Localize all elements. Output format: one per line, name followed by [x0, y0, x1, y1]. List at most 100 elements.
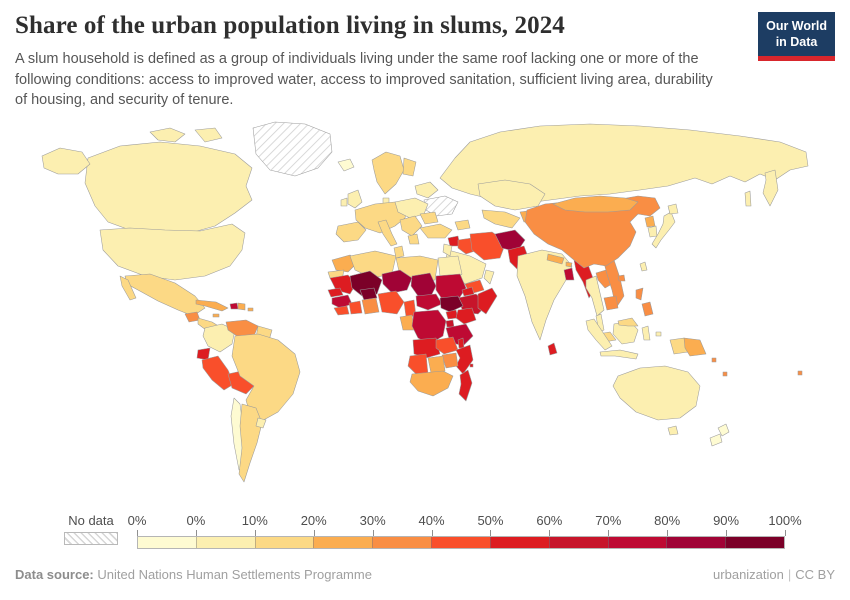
- map-region-russia[interactable]: Russia: 0–10%: [762, 169, 779, 207]
- map-region-puerto-rico[interactable]: Puerto Rico: 20–30%: [247, 307, 254, 312]
- map-region-canada[interactable]: Canada: 0–10%: [41, 147, 91, 175]
- map-region-ivory-coast[interactable]: Côte d'Ivoire: 40–50%: [348, 300, 363, 315]
- map-region-south-korea[interactable]: South Korea: 0–10%: [647, 225, 658, 238]
- topic-link[interactable]: urbanization: [713, 567, 784, 582]
- map-region-italy[interactable]: Italy: 10–20%: [377, 219, 398, 247]
- map-region-ghana-togo-benin[interactable]: Ghana, Togo & Benin: 30–40%: [361, 297, 380, 315]
- map-region-new-zealand[interactable]: New Zealand: 0%: [717, 423, 730, 437]
- map-region-oman[interactable]: Oman: 0–10%: [483, 269, 495, 285]
- map-region-norway-sweden[interactable]: Norway & Sweden: 10–20%: [371, 151, 405, 195]
- map-region-united-states[interactable]: United States: 0–10%: [99, 223, 246, 281]
- legend-bin-80–90%[interactable]: [666, 537, 726, 548]
- map-region-niger[interactable]: Niger: 80–90%: [381, 269, 413, 294]
- legend-bin-40–50%[interactable]: [431, 537, 490, 548]
- map-region-madagascar[interactable]: Madagascar: 50–60%: [458, 369, 473, 402]
- map-region-canada[interactable]: Canada: 0–10%: [149, 127, 186, 143]
- map-region-balkans[interactable]: Balkans: 10–20%: [399, 215, 423, 237]
- map-region-philippines[interactable]: Philippines: 30–40%: [641, 301, 654, 317]
- map-region-kazakhstan[interactable]: Kazakhstan: 0–10%: [477, 179, 546, 211]
- map-region-vanuatu[interactable]: Vanuatu: 30–40%: [722, 371, 728, 377]
- map-region-eritrea[interactable]: Eritrea: 50–60%: [461, 286, 475, 297]
- map-region-solomon-islands[interactable]: Solomon Islands: 30–40%: [711, 357, 717, 363]
- map-region-indonesia[interactable]: Indonesia: 0–10%: [641, 325, 651, 341]
- map-region-comoros[interactable]: Comoros: 50–60%: [469, 363, 474, 368]
- map-region-mozambique[interactable]: Mozambique: 50–60%: [455, 344, 474, 375]
- map-region-botswana[interactable]: Botswana: 20–30%: [427, 355, 446, 374]
- legend-bin-20–30%[interactable]: [313, 537, 373, 548]
- map-region-nepal[interactable]: Nepal: 20–30%: [546, 253, 565, 265]
- map-region-united-kingdom[interactable]: United Kingdom: 0–10%: [347, 189, 363, 209]
- legend-bin-30–40%[interactable]: [372, 537, 432, 548]
- map-region-japan[interactable]: Japan: 0–10%: [651, 211, 676, 249]
- map-region-mongolia[interactable]: Mongolia: 20–30%: [552, 195, 639, 213]
- map-region-china[interactable]: China: 30–40%: [617, 274, 626, 282]
- map-region-uzbekistan-turkmenistan[interactable]: Uzbekistan & Turkmenistan: 10–20%: [481, 209, 521, 229]
- map-region-caucasus[interactable]: Caucasus: 10–20%: [454, 219, 471, 231]
- map-region-colombia[interactable]: Colombia: 0–10%: [202, 323, 236, 353]
- map-region-iceland[interactable]: Iceland: 0%: [337, 158, 355, 172]
- map-region-ecuador[interactable]: Ecuador: 50–60%: [196, 347, 211, 361]
- map-region-senegal[interactable]: Senegal: 50–60%: [327, 287, 344, 298]
- map-region-india[interactable]: India: 0–10%: [516, 249, 573, 341]
- map-region-cuba[interactable]: Cuba: 20–30%: [195, 299, 229, 312]
- legend-bin-90–100%[interactable]: [725, 537, 784, 548]
- map-region-nigeria[interactable]: Nigeria: 40–50%: [377, 290, 405, 315]
- legend-bin-10–20%[interactable]: [254, 537, 314, 548]
- map-region-sierra-leone-liberia[interactable]: Sierra Leone & Liberia: 40–50%: [333, 305, 350, 316]
- map-region-vietnam[interactable]: Vietnam: 30–40%: [603, 259, 625, 309]
- map-region-western-europe[interactable]: France & Germany: 10–20%: [354, 201, 409, 234]
- map-region-papua-new-guinea[interactable]: Papua New Guinea: 20–30%: [683, 337, 707, 357]
- map-region-tunisia[interactable]: Tunisia: 10–20%: [393, 245, 405, 259]
- map-region-thailand[interactable]: Thailand: 0–10%: [585, 275, 605, 317]
- map-region-malaysia-borneo[interactable]: Malaysia (Borneo): 10–20%: [617, 317, 639, 327]
- map-region-haiti[interactable]: Haiti: 70–80%: [229, 302, 239, 310]
- map-region-philippines[interactable]: Philippines: 30–40%: [635, 287, 644, 301]
- license-link[interactable]: CC BY: [795, 567, 835, 582]
- map-region-new-zealand[interactable]: New Zealand: 0%: [709, 433, 723, 447]
- map-region-laos[interactable]: Laos: 30–40%: [595, 269, 613, 289]
- map-region-finland[interactable]: Finland: 10–20%: [402, 157, 417, 177]
- map-region-canada[interactable]: Canada: 0–10%: [194, 127, 223, 143]
- map-region-mexico[interactable]: Mexico: 10–20%: [119, 275, 137, 301]
- map-region-indonesia[interactable]: Indonesia: 0–10%: [599, 349, 639, 360]
- map-region-uruguay[interactable]: Uruguay: 0–10%: [255, 417, 267, 429]
- map-region-belarus-baltics[interactable]: Belarus & Baltics: 0–10%: [414, 181, 439, 199]
- map-region-indonesia[interactable]: Indonesia: 0–10%: [655, 331, 662, 337]
- map-region-australia[interactable]: Australia: 0–10%: [667, 425, 679, 436]
- map-region-russia[interactable]: Russia: 0–10%: [744, 190, 752, 207]
- map-region-peru[interactable]: Peru: 40–50%: [201, 355, 235, 391]
- map-region-argentina[interactable]: Argentina: 10–20%: [238, 403, 263, 483]
- map-region-malawi[interactable]: Malawi: 50–60%: [457, 337, 465, 349]
- map-region-brazil[interactable]: Brazil: 10–20%: [231, 333, 301, 423]
- map-region-afghanistan[interactable]: Afghanistan: 80–90%: [494, 229, 526, 253]
- map-region-fiji[interactable]: Fiji: 30–40%: [797, 370, 803, 376]
- map-region-iran[interactable]: Iran: 40–50%: [469, 231, 507, 261]
- map-region-ukraine[interactable]: Ukraine: No data: [423, 195, 459, 217]
- legend-bin-60–70%[interactable]: [548, 537, 608, 548]
- map-region-iberia[interactable]: Spain & Portugal: 10–20%: [335, 221, 367, 243]
- map-region-kenya[interactable]: Kenya: 50–60%: [455, 307, 477, 325]
- map-region-gabon-congo[interactable]: Gabon & Congo: 20–30%: [399, 314, 415, 331]
- map-region-mexico[interactable]: Mexico: 10–20%: [124, 273, 206, 317]
- map-region-dominican-republic[interactable]: Dominican Republic: 20–30%: [237, 302, 246, 311]
- map-region-bhutan[interactable]: Bhutan: 20–30%: [565, 261, 573, 268]
- map-region-south-africa[interactable]: South Africa: 20–30%: [409, 370, 454, 397]
- legend-bin-50–60%[interactable]: [489, 537, 549, 548]
- legend-no-data[interactable]: No data: [64, 513, 118, 545]
- map-region-ireland[interactable]: Ireland: 0–10%: [340, 197, 348, 207]
- map-region-romania[interactable]: Romania: 10–20%: [419, 211, 439, 225]
- map-region-north-korea[interactable]: North Korea: 20–30%: [644, 215, 656, 228]
- legend-bin-70–80%[interactable]: [607, 537, 667, 548]
- map-region-namibia[interactable]: Namibia: 40–50%: [407, 353, 429, 375]
- map-region-burkina-faso[interactable]: Burkina Faso: 90–100%: [359, 287, 378, 301]
- map-region-greenland[interactable]: Greenland: No data: [252, 121, 333, 177]
- map-region-angola[interactable]: Angola: 50–60%: [412, 337, 441, 359]
- map-region-zambia[interactable]: Zambia: 40–50%: [435, 336, 459, 355]
- legend-bin-0–10%[interactable]: [195, 537, 255, 548]
- owid-logo[interactable]: Our World in Data: [758, 12, 835, 62]
- map-region-central-african-republic[interactable]: Central African Republic: 70–80%: [415, 293, 443, 311]
- map-region-zimbabwe[interactable]: Zimbabwe: 30–40%: [441, 352, 459, 369]
- map-region-japan[interactable]: Japan: 0–10%: [667, 203, 679, 215]
- map-region-indonesia[interactable]: Indonesia: 0–10%: [585, 318, 613, 351]
- map-region-jamaica[interactable]: Jamaica: 20–30%: [212, 313, 220, 318]
